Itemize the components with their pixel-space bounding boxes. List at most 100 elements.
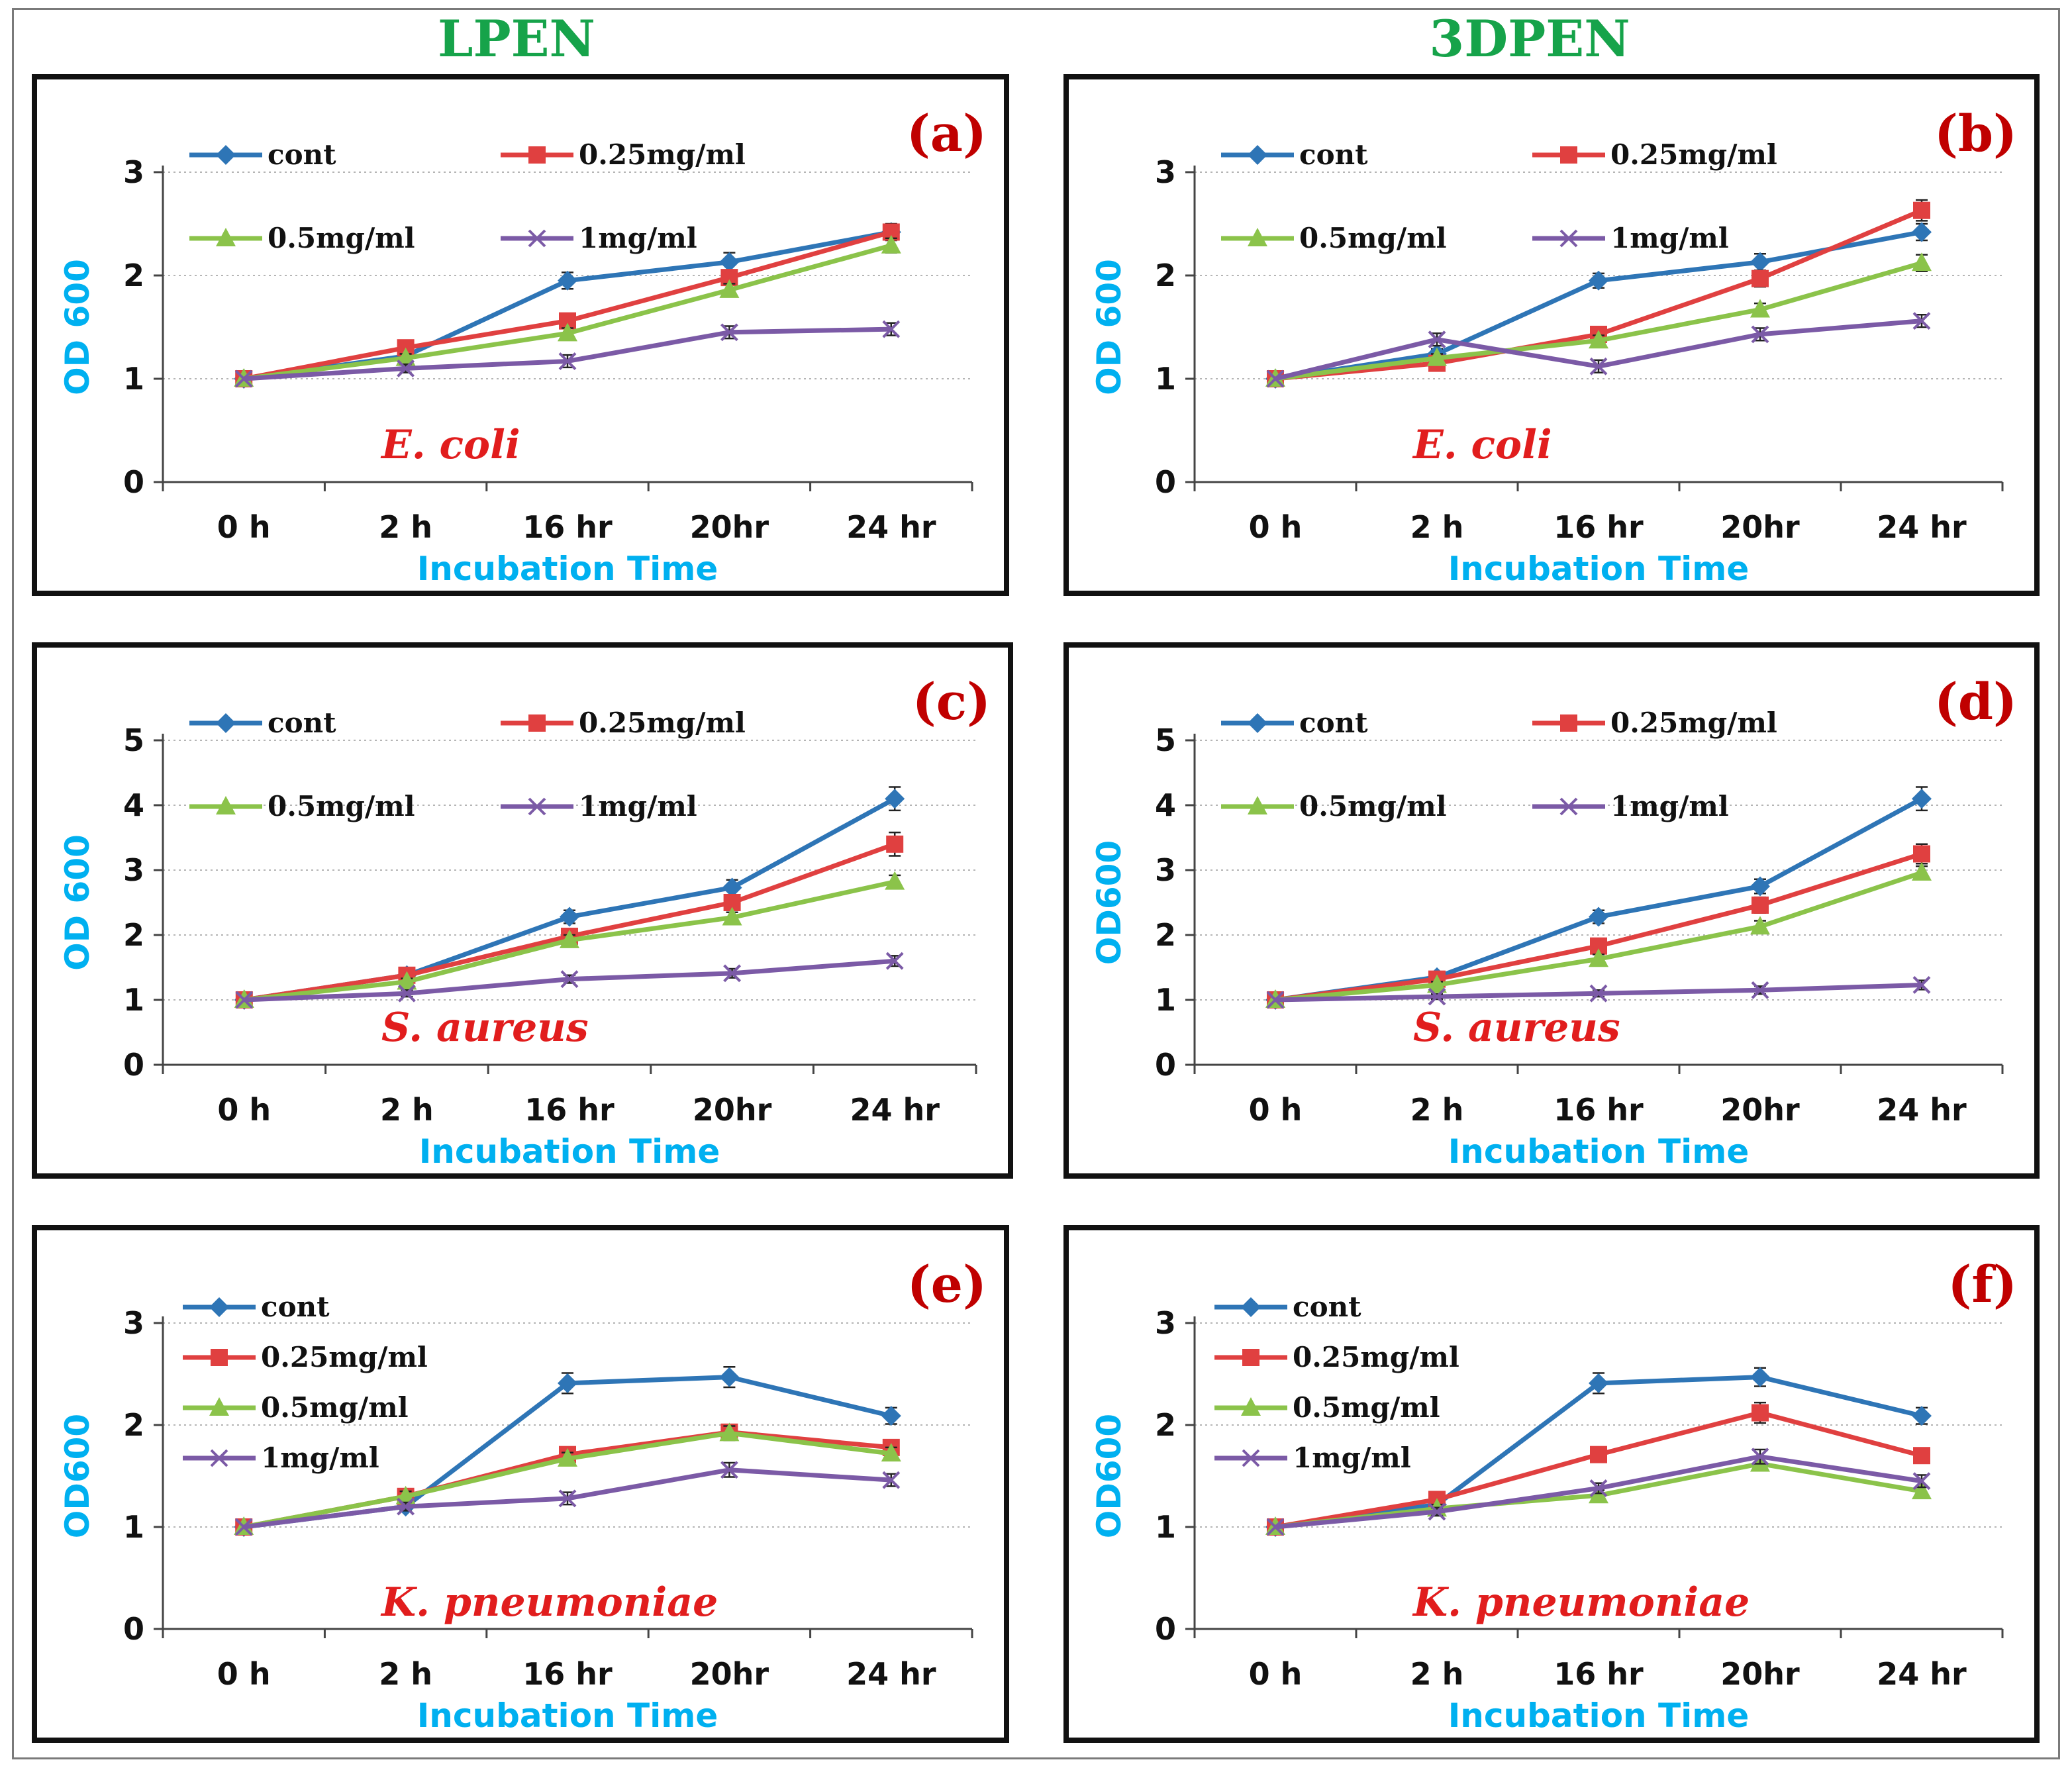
legend-marker xyxy=(1241,1397,1261,1416)
panel-b: 0 1 2 3 0 h 2 h 16 hr 20hr 24 hr Incubation Time O… xyxy=(1063,74,2040,596)
x-tick-label: 16 hr xyxy=(522,509,613,545)
panel-label-b: (b) xyxy=(1934,104,2017,163)
series-4 xyxy=(234,320,901,388)
y-tick-label: 1 xyxy=(1155,1509,1176,1545)
legend-label: cont xyxy=(261,1291,330,1323)
chart-e: 0 1 2 3 0 h 2 h 16 hr 20hr 24 hr Incubation Time O… xyxy=(58,1255,987,1735)
data-point xyxy=(885,789,905,809)
chart-a: 0 1 2 3 0 h 2 h 16 hr 20hr 24 hr Incubation Time O… xyxy=(58,104,987,588)
y-tick-label: 3 xyxy=(1155,852,1176,888)
data-point xyxy=(1750,252,1770,272)
y-tick-label: 2 xyxy=(1155,917,1176,953)
series-3 xyxy=(1265,252,1932,387)
legend-entry: 0.25mg/ml xyxy=(501,138,746,171)
species-label: E. coli xyxy=(380,422,520,468)
panel-f: 0 1 2 3 0 h 2 h 16 hr 20hr 24 hr Incubation Time O… xyxy=(1063,1225,2040,1743)
legend-entry: 0.5mg/ml xyxy=(1214,1391,1440,1424)
series-line xyxy=(1275,797,1923,1003)
legend-entry: cont xyxy=(1221,707,1368,739)
y-axis-title: OD 600 xyxy=(1090,259,1128,395)
legend-marker xyxy=(528,229,546,248)
y-tick-label: 1 xyxy=(1155,361,1176,397)
legend-marker xyxy=(1242,1349,1259,1366)
legend-entry: 0.5mg/ml xyxy=(189,222,415,254)
data-point xyxy=(1589,270,1608,291)
data-point xyxy=(881,234,901,254)
legend-label: 1mg/ml xyxy=(261,1442,379,1474)
series-4 xyxy=(1266,1448,1931,1536)
y-tick-label: 4 xyxy=(123,787,144,823)
legend-label: 0.5mg/ml xyxy=(268,790,415,822)
y-axis-title: OD 600 xyxy=(58,259,97,395)
data-point xyxy=(1751,981,1769,999)
data-point xyxy=(1589,984,1608,1003)
data-point xyxy=(235,991,254,1009)
series-4 xyxy=(235,952,904,1009)
data-point xyxy=(395,347,416,366)
chart-c: 0 1 2 3 4 5 0 h 2 h 16 hr 20hr 24 hr Incubation Tim… xyxy=(58,672,991,1171)
legend-label: 1mg/ml xyxy=(1293,1442,1411,1474)
x-axis-title: Incubation Time xyxy=(1448,550,1750,588)
y-tick-label: 5 xyxy=(123,722,144,758)
legend-marker xyxy=(216,796,236,814)
legend-marker xyxy=(1560,146,1577,164)
y-tick-label: 1 xyxy=(123,1509,144,1545)
y-tick-label: 5 xyxy=(1155,722,1176,758)
legend-marker xyxy=(211,1349,228,1366)
legend-marker xyxy=(528,146,546,164)
data-point xyxy=(1912,789,1932,809)
legend-entry: 1mg/ml xyxy=(501,222,697,254)
y-tick-label: 3 xyxy=(1155,154,1176,190)
y-tick-label: 1 xyxy=(123,982,144,1018)
y-tick-label: 2 xyxy=(1155,258,1176,293)
legend-marker xyxy=(1560,714,1577,732)
y-tick-label: 2 xyxy=(123,917,144,953)
x-tick-label: 16 hr xyxy=(524,1092,615,1128)
x-axis-title: Incubation Time xyxy=(1448,1132,1750,1171)
data-point xyxy=(397,1497,415,1516)
data-point xyxy=(1427,974,1447,993)
column-title-3dpen: 3DPEN xyxy=(1429,9,1630,68)
y-tick-label: 3 xyxy=(123,1305,144,1341)
legend-label: cont xyxy=(268,138,336,171)
data-point xyxy=(1428,330,1446,349)
data-point xyxy=(1912,861,1932,881)
chart-d: 0 1 2 3 4 5 0 h 2 h 16 hr 20hr 24 hr Incubation Tim… xyxy=(1090,672,2017,1171)
legend-entry: 1mg/ml xyxy=(183,1442,379,1474)
legend-label: cont xyxy=(1293,1291,1361,1323)
data-point xyxy=(1589,948,1608,967)
data-point xyxy=(882,320,901,338)
data-point xyxy=(881,1406,901,1426)
x-tick-label: 24 hr xyxy=(1877,509,1967,545)
y-tick-label: 1 xyxy=(1155,982,1176,1018)
legend-label: cont xyxy=(268,707,336,739)
x-tick-label: 2 h xyxy=(1410,509,1464,545)
data-point xyxy=(1912,252,1932,271)
x-tick-label: 2 h xyxy=(379,1656,432,1692)
x-tick-label: 20hr xyxy=(690,509,769,545)
data-point xyxy=(723,964,742,983)
data-point xyxy=(560,907,579,927)
legend-label: 0.25mg/ml xyxy=(261,1341,428,1373)
legend-marker xyxy=(210,1449,228,1467)
data-point xyxy=(1912,222,1932,242)
data-point xyxy=(719,1367,740,1387)
x-axis-title: Incubation Time xyxy=(417,1696,718,1735)
data-point xyxy=(1751,325,1769,344)
y-tick-label: 0 xyxy=(123,464,144,500)
data-point xyxy=(1427,347,1447,366)
legend-label: 0.5mg/ml xyxy=(261,1391,409,1424)
legend-entry: 0.25mg/ml xyxy=(1214,1341,1459,1373)
data-point xyxy=(397,971,417,990)
y-tick-label: 2 xyxy=(123,1407,144,1443)
data-point xyxy=(1751,896,1769,914)
legend-marker xyxy=(216,145,236,165)
data-point xyxy=(560,929,579,948)
data-point xyxy=(558,352,577,370)
legend-entry: 0.25mg/ml xyxy=(501,707,746,739)
series-line xyxy=(1275,852,1923,1003)
data-point xyxy=(1750,299,1770,318)
species-label: K. pneumoniae xyxy=(1412,1579,1750,1626)
data-point xyxy=(720,1461,738,1479)
data-point xyxy=(719,279,740,298)
